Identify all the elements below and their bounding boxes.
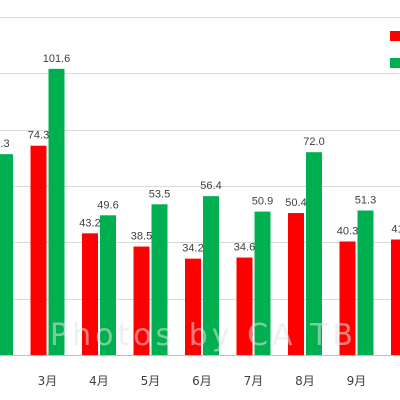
bar-series-1 xyxy=(236,257,253,355)
data-label: 101.6 xyxy=(43,53,71,65)
data-label: 72.0 xyxy=(303,136,324,148)
data-label: 56.4 xyxy=(200,180,221,192)
data-label: 50.9 xyxy=(252,196,273,208)
bar-series-group xyxy=(0,68,400,356)
data-label: 41. xyxy=(391,224,400,236)
x-tick-label: 9月 xyxy=(347,374,367,388)
bar-series-1 xyxy=(288,213,304,355)
bar-series-1 xyxy=(30,145,47,355)
x-tick-label: 8月 xyxy=(295,374,315,388)
legend-swatch-series-2 xyxy=(390,58,400,68)
bar-series-2 xyxy=(203,196,219,355)
bar-series-2 xyxy=(48,68,65,356)
data-label: 34.2 xyxy=(182,243,203,255)
x-tick-label: 4月 xyxy=(89,374,109,388)
data-label: 43.2 xyxy=(79,217,100,229)
bar-series-2 xyxy=(306,152,322,355)
data-label: 40.3 xyxy=(337,225,358,237)
bar-series-2 xyxy=(357,210,374,355)
bar-series-2 xyxy=(254,211,271,355)
x-axis-tick-labels: 月3月4月5月6月7月8月9月10 xyxy=(0,374,367,388)
bar-series-2 xyxy=(0,154,13,355)
x-tick-label: 6月 xyxy=(192,374,212,388)
bar-series-1 xyxy=(185,258,201,355)
data-label: 51.3 xyxy=(355,195,376,207)
bar-series-2 xyxy=(151,204,168,355)
data-label: 38.5 xyxy=(131,231,152,243)
data-label: 34.6 xyxy=(234,242,255,254)
bar-series-1 xyxy=(82,233,98,355)
data-labels-group: 74.3 43.2 38.5 34.2 34.6 50.4 40.3 41. .3 101.6 49… xyxy=(0,53,400,255)
bar-series-1 xyxy=(391,239,400,355)
data-label: 53.5 xyxy=(149,188,170,200)
legend xyxy=(390,31,400,68)
bar-series-1 xyxy=(339,241,356,355)
legend-swatch-series-1 xyxy=(390,31,400,41)
data-label: 49.6 xyxy=(97,199,118,211)
data-label: .3 xyxy=(0,138,9,150)
x-tick-label: 7月 xyxy=(244,374,264,388)
bar-series-1 xyxy=(133,246,150,355)
x-tick-label: 5月 xyxy=(141,374,161,388)
data-label: 74.3 xyxy=(28,130,49,142)
bar-series-2 xyxy=(100,215,116,355)
data-label: 50.4 xyxy=(285,197,306,209)
x-tick-label: 月 xyxy=(0,374,2,388)
x-tick-label: 3月 xyxy=(38,374,58,388)
